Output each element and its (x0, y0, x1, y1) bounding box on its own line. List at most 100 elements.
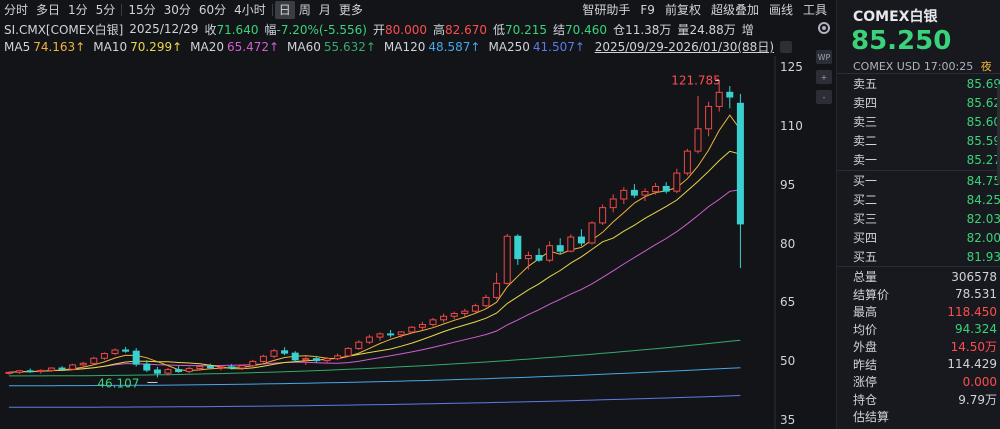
last-price: 85.250 (851, 26, 952, 56)
candle (408, 326, 416, 334)
ma-label: MA5 (4, 40, 31, 54)
instrument-title: COMEX白银 (853, 9, 938, 25)
candle (334, 353, 342, 361)
ma-legend-item: MA60 55.632↑ (287, 40, 376, 54)
symbol-label[interactable]: SI.CMX[COMEX白银] (4, 22, 124, 37)
ma-label: MA60 (287, 40, 321, 54)
candle (47, 367, 55, 372)
orderbook-price: 84.25 (966, 192, 1000, 207)
period-toolbar: 分时 多日 1分 5分 15分 30分 60分 4小时日周月更多 (0, 0, 836, 20)
wp-icon[interactable]: WP (816, 50, 832, 64)
stat-value: 14.50万 (950, 340, 997, 355)
orderbook-row: 卖三 85.60 (837, 112, 1000, 131)
candle (397, 331, 405, 338)
stat-row: 昨结 114.429 (837, 356, 1000, 374)
candle (652, 182, 660, 195)
stat-row: 总量 306578 (837, 268, 1000, 286)
period-tab[interactable]: 4小时 (234, 3, 266, 17)
orderbook-price: 81.93 (966, 249, 1000, 264)
orderbook-price: 85.59 (966, 133, 1000, 148)
period-tab[interactable]: 1分 (68, 3, 88, 17)
scrollbar[interactable] (997, 84, 1000, 184)
ma-line-ma5 (8, 114, 741, 373)
ma-line-ma10 (8, 150, 741, 373)
candle (630, 184, 638, 198)
ma-legend-item: MA120 48.587↑ (384, 40, 481, 54)
orderbook-price: 84.75 (966, 173, 1000, 188)
candle (461, 308, 469, 317)
stat-label: 结算价 (853, 287, 890, 302)
settings-gear-icon[interactable] (816, 20, 832, 36)
close-field: 收71.640 (204, 22, 259, 37)
candle (69, 363, 77, 371)
high-annotation: 121.785 (671, 74, 721, 88)
settle-field: 结70.460 (553, 22, 608, 37)
lock-icon[interactable] (780, 40, 792, 53)
period-tab[interactable]: 更多 (338, 3, 363, 17)
candle (217, 365, 225, 371)
toolbar-button[interactable]: 画线 (768, 3, 793, 17)
low-field: 低70.215 (493, 22, 548, 37)
period-tab[interactable]: 5分 (95, 3, 116, 17)
price-tick: 80 (780, 236, 796, 251)
toolbar-button[interactable]: 智研助手 (582, 3, 631, 17)
stat-label: 均价 (853, 322, 878, 337)
zoom-out-icon[interactable]: - (816, 90, 832, 104)
ma-label: MA20 (190, 40, 224, 54)
toolbar-button[interactable]: F9 (640, 3, 655, 17)
orderbook-label: 卖四 (853, 96, 878, 110)
ma-label: MA250 (488, 40, 530, 54)
candle (662, 182, 670, 194)
candle (153, 366, 161, 378)
toolbar-button[interactable]: 超级叠加 (710, 3, 759, 17)
divider (837, 170, 1000, 171)
date-range[interactable]: 2025/09/29-2026/01/30(88日) (595, 38, 792, 55)
period-tab[interactable]: 日 (274, 1, 295, 19)
candle (26, 368, 34, 373)
orderbook-label: 卖二 (853, 134, 878, 148)
ma-value: 41.507↑ (532, 40, 585, 54)
period-tab[interactable]: 分时 (4, 3, 29, 17)
ma-line-ma250 (9, 395, 741, 408)
orderbook-row: 卖五 85.69 (837, 74, 1000, 93)
stat-value: 306578 (951, 269, 997, 284)
period-tab[interactable]: 30分 (163, 3, 191, 17)
price-tick: 50 (780, 354, 796, 369)
candle (270, 348, 278, 359)
candle (683, 148, 691, 176)
ma-legend-item: MA5 74.163↑ (4, 40, 85, 54)
period-tab[interactable]: 60分 (198, 3, 227, 17)
toolbar-button[interactable]: 前复权 (664, 3, 701, 17)
candle (418, 321, 426, 331)
ma-legend-item: MA250 41.507↑ (488, 40, 585, 54)
candle (164, 368, 172, 376)
period-tab[interactable]: 15分 (128, 3, 156, 17)
toolbar-button[interactable]: 工具 (802, 3, 827, 17)
price-tick: 110 (780, 118, 803, 133)
period-tab[interactable]: 周 (298, 3, 311, 17)
period-tab[interactable]: 多日 (36, 3, 61, 17)
orderbook-label: 买四 (853, 231, 878, 245)
zoom-in-icon[interactable]: + (816, 70, 832, 84)
orderbook-price: 82.03 (966, 211, 1000, 226)
stat-row: 均价 94.324 (837, 321, 1000, 339)
stat-value: 94.324 (955, 322, 997, 337)
divider (837, 73, 1000, 74)
stat-label: 持仓 (853, 392, 878, 407)
candlestick-chart[interactable]: 121.785 46.107 (0, 56, 776, 429)
stat-value: 0.000 (962, 374, 997, 389)
ask-book: 卖五 85.69 卖四 85.62 卖三 85.60 卖二 85.59 卖一 85.27 (837, 74, 1000, 169)
high-field: 高82.670 (433, 22, 488, 37)
orderbook-row: 买一 84.75 (837, 171, 1000, 190)
candle (58, 366, 66, 371)
candle (736, 93, 744, 269)
ma-value: 55.632↑ (323, 40, 376, 54)
stat-label: 外盘 (853, 340, 878, 355)
orderbook-label: 买三 (853, 212, 878, 226)
period-tab[interactable]: 月 (318, 3, 331, 17)
candle (365, 334, 373, 345)
candle (291, 351, 299, 363)
orderbook-label: 买二 (853, 193, 878, 207)
candle (111, 348, 119, 356)
candle (5, 371, 13, 375)
